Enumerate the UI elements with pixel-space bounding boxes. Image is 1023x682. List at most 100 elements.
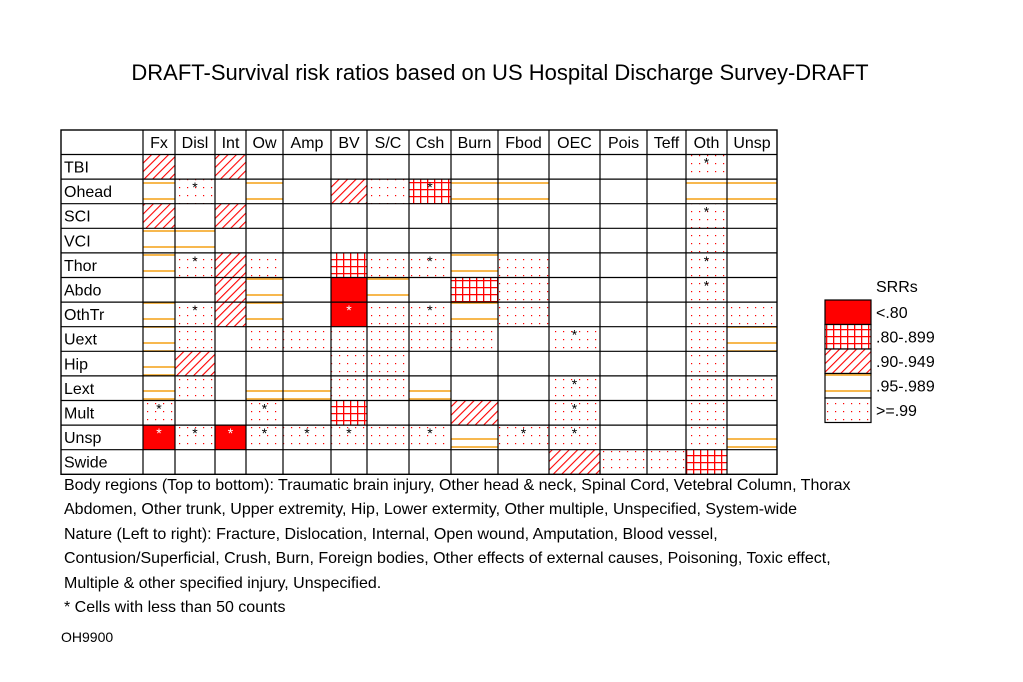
heatmap-cell-Swide-Pois <box>600 449 647 475</box>
heatmap-cell-Swide-Teff <box>647 449 686 475</box>
heatmap-cell-Unsp-S/C <box>367 425 409 450</box>
row-label-Abdo: Abdo <box>64 283 101 300</box>
row-label-Unsp: Unsp <box>64 430 101 447</box>
heatmap-cell-Unsp-Fbod <box>498 425 549 450</box>
low-count-marker: * <box>427 253 433 269</box>
heatmap-cell-Mult-Oth <box>686 400 727 426</box>
chart-title: DRAFT-Survival risk ratios based on US H… <box>131 60 869 85</box>
heatmap-cell-Thor-BV <box>331 252 367 278</box>
low-count-marker: * <box>704 278 710 294</box>
heatmap-cell-OthTr-Disl <box>175 302 215 327</box>
heatmap-cell-Ohead-Disl <box>175 179 215 204</box>
heatmap-cell-Lext-Amp <box>283 375 331 401</box>
row-label-VCI: VCI <box>64 233 91 250</box>
low-count-marker: * <box>192 253 198 269</box>
heatmap-cell-SCI-Int <box>215 203 246 229</box>
legend-swatch-1 <box>824 299 872 326</box>
low-count-marker: * <box>427 302 433 318</box>
column-header-Disl: Disl <box>182 135 209 152</box>
heatmap-cell-Thor-S/C <box>367 252 409 278</box>
low-count-marker: * <box>427 425 433 441</box>
legend-label-4: .95-.989 <box>876 379 935 396</box>
note-line-3: Nature (Left to right): Fracture, Disloc… <box>64 526 718 543</box>
low-count-marker: * <box>572 376 578 392</box>
column-header-Ow: Ow <box>253 135 277 152</box>
heatmap-cell-Unsp-Csh <box>409 425 451 450</box>
legend-swatch-5 <box>824 397 872 424</box>
row-label-Lext: Lext <box>64 381 95 398</box>
heatmap-cell-OthTr-Burn <box>451 302 498 327</box>
heatmap-cell-Lext-OEC <box>549 375 600 401</box>
low-count-marker: * <box>572 327 578 343</box>
heatmap-cell-Lext-Csh <box>409 375 451 401</box>
heatmap-cell-Uext-Amp <box>283 326 331 352</box>
legend-label-5: >=.99 <box>876 403 917 420</box>
heatmap-cell-OthTr-BV <box>331 302 367 327</box>
heatmap-cell-Mult-OEC <box>549 400 600 426</box>
heatmap-cell-Swide-OEC <box>549 449 600 475</box>
heatmap-cell-Ohead-Ow <box>246 179 283 204</box>
row-label-Uext: Uext <box>64 332 97 349</box>
low-count-marker: * <box>572 425 578 441</box>
low-count-marker: * <box>704 204 710 220</box>
legend-title: SRRs <box>876 279 918 296</box>
heatmap-cell-Unsp-OEC <box>549 425 600 450</box>
heatmap-cell-OthTr-Int <box>215 302 246 327</box>
heatmap-cell-Uext-Disl <box>175 326 215 352</box>
heatmap-cell-VCI-Fx <box>143 228 175 253</box>
heatmap-cell-OthTr-S/C <box>367 302 409 327</box>
heatmap-cell-Lext-Oth <box>686 375 727 401</box>
heatmap-cell-Unsp-Unsp <box>727 425 777 450</box>
column-header-Int: Int <box>222 135 240 152</box>
heatmap-cell-Unsp-Ow <box>246 425 283 450</box>
column-header-Unsp: Unsp <box>733 135 770 152</box>
column-header-Csh: Csh <box>416 135 444 152</box>
heatmap-cell-Uext-Csh <box>409 326 451 352</box>
heatmap-cell-Thor-Disl <box>175 252 215 278</box>
low-count-marker: * <box>704 155 710 171</box>
row-label-Ohead: Ohead <box>64 184 112 201</box>
heatmap-cell-Uext-Oth <box>686 326 727 352</box>
column-header-Fx: Fx <box>150 135 168 152</box>
row-label-Swide: Swide <box>64 455 108 472</box>
heatmap-cell-Thor-Fx <box>143 252 175 278</box>
column-header-Fbod: Fbod <box>505 135 541 152</box>
heatmap-cell-Lext-Disl <box>175 375 215 401</box>
column-header-Teff: Teff <box>654 135 680 152</box>
heatmap-cell-Uext-BV <box>331 326 367 352</box>
heatmap-cell-Ohead-Oth <box>686 179 727 204</box>
heatmap-cell-Hip-Disl <box>175 351 215 376</box>
heatmap-cell-Abdo-Int <box>215 277 246 303</box>
heatmap-cell-Uext-S/C <box>367 326 409 352</box>
heatmap-cell-Abdo-Burn <box>451 277 498 303</box>
low-count-marker: * <box>156 401 162 417</box>
heatmap-cell-Uext-Unsp <box>727 326 777 352</box>
heatmap-cell-Hip-Oth <box>686 351 727 376</box>
column-header-Amp: Amp <box>291 135 324 152</box>
low-count-marker: * <box>192 179 198 195</box>
heatmap-cell-Ohead-Fbod <box>498 179 549 204</box>
legend-label-1: <.80 <box>876 305 908 322</box>
heatmap-cell-Mult-BV <box>331 400 367 426</box>
row-label-TBI: TBI <box>64 160 89 177</box>
low-count-marker: * <box>192 302 198 318</box>
heatmap-cell-Mult-Burn <box>451 400 498 426</box>
low-count-marker: * <box>704 253 710 269</box>
heatmap-cell-Ohead-Fx <box>143 179 175 204</box>
heatmap-cell-Abdo-Fbod <box>498 277 549 303</box>
low-count-marker: * <box>262 425 268 441</box>
heatmap-cell-Thor-Burn <box>451 252 498 278</box>
heatmap-cell-Ohead-S/C <box>367 179 409 204</box>
heatmap-cell-Hip-BV <box>331 351 367 376</box>
heatmap-cell-OthTr-Oth <box>686 302 727 327</box>
heatmap-cell-Unsp-Amp <box>283 425 331 450</box>
heatmap-cell-Ohead-Unsp <box>727 179 777 204</box>
heatmap-cell-TBI-Fx <box>143 154 175 180</box>
column-header-Burn: Burn <box>458 135 492 152</box>
heatmap-cell-Thor-Csh <box>409 252 451 278</box>
heatmap-cell-Unsp-BV <box>331 425 367 450</box>
heatmap-cell-Thor-Ow <box>246 252 283 278</box>
heatmap-cell-Unsp-Fx <box>143 425 175 450</box>
column-header-BV: BV <box>338 135 360 152</box>
